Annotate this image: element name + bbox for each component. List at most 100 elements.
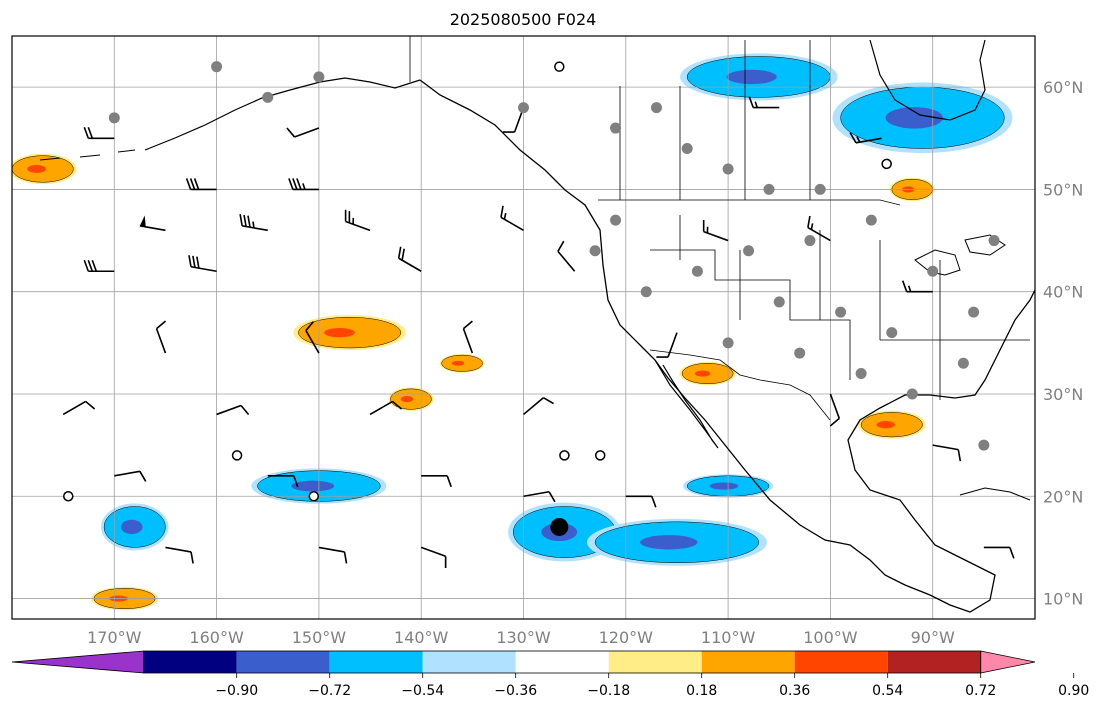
wind-barb xyxy=(305,321,320,354)
colorbar: −0.90 −0.72 −0.54 −0.36 −0.18 0.18 0.36 0.54 0.7… xyxy=(11,650,1089,699)
latitude-labels: 60°N 50°N 40°N 30°N 20°N 10°N xyxy=(1043,78,1083,608)
wind-barb xyxy=(62,400,96,416)
wind-barb xyxy=(983,546,1015,559)
wind-barb xyxy=(286,127,320,138)
colorbar-bin xyxy=(515,651,609,673)
storm-center-marker xyxy=(550,517,569,536)
coastline-cuba xyxy=(959,487,1031,501)
longitude-label: 120°W xyxy=(599,628,654,647)
wind-barb xyxy=(462,320,474,354)
latitude-label: 40°N xyxy=(1043,283,1083,302)
longitude-label: 140°W xyxy=(394,628,449,647)
colorbar-bin xyxy=(422,651,516,673)
wind-barb xyxy=(500,205,524,232)
station-dot xyxy=(773,296,785,308)
wind-barb xyxy=(748,96,780,109)
station-dot xyxy=(743,245,755,257)
station-dot xyxy=(865,214,877,226)
colorbar-tick-label: 0.36 xyxy=(779,683,810,699)
station-dot xyxy=(681,143,693,155)
colorbar-tick-label: 0.18 xyxy=(686,683,717,699)
longitude-label: 110°W xyxy=(701,628,756,647)
latitude-label: 30°N xyxy=(1043,385,1083,404)
colorbar-tick-label: 0.54 xyxy=(872,683,903,699)
station-dot xyxy=(906,388,918,400)
station-dot xyxy=(640,286,652,298)
wind-barb xyxy=(932,444,962,462)
strong-negative-anomaly-area xyxy=(726,69,777,85)
wind-barb xyxy=(239,214,268,232)
longitude-label: 90°W xyxy=(911,628,955,647)
station-dot xyxy=(968,306,980,318)
station-dot xyxy=(722,337,734,349)
station-dot xyxy=(108,112,120,124)
longitude-label: 170°W xyxy=(87,628,142,647)
station-dot xyxy=(988,235,1000,247)
colorbar-bin xyxy=(887,651,981,673)
map-frame xyxy=(11,35,1036,620)
stations-layer xyxy=(63,61,1000,536)
wind-barbs-layer xyxy=(62,96,1015,569)
wind-barb xyxy=(216,404,250,416)
colorbar-tick-label: −0.90 xyxy=(215,683,258,699)
colorbar-bin xyxy=(608,651,702,673)
coastline-baja-california xyxy=(654,359,719,449)
wind-barb xyxy=(625,495,657,508)
station-dot xyxy=(794,347,806,359)
colorbar-bin xyxy=(236,651,330,673)
map-title: 2025080500 F024 xyxy=(450,10,597,29)
strong-positive-anomaly-area xyxy=(27,164,46,173)
station-dot xyxy=(835,306,847,318)
station-dot xyxy=(927,265,939,277)
wind-barb xyxy=(114,470,147,482)
longitude-label: 130°W xyxy=(496,628,551,647)
longitude-labels: 170°W 160°W 150°W 140°W 130°W 120°W 110°W 100°W… xyxy=(87,628,955,647)
calm-wind-circle xyxy=(594,450,606,461)
colorbar-frame xyxy=(143,650,982,674)
wind-barb xyxy=(83,259,115,273)
wind-barb xyxy=(420,546,447,569)
strong-positive-anomaly-area xyxy=(876,420,895,429)
station-dot xyxy=(650,102,662,114)
strong-negative-anomaly-area xyxy=(885,107,943,129)
calm-wind-circle xyxy=(231,450,243,461)
wind-barb xyxy=(901,280,933,293)
station-dot xyxy=(722,163,734,175)
wind-barb xyxy=(849,132,882,144)
wind-barb xyxy=(288,178,319,191)
station-dot xyxy=(518,102,529,114)
strong-positive-anomaly-area xyxy=(400,396,414,403)
colorbar-extend-high xyxy=(980,650,1036,674)
wind-barb xyxy=(522,397,554,416)
latitude-label: 60°N xyxy=(1043,78,1083,97)
graticule xyxy=(12,36,1035,619)
station-dot xyxy=(262,91,274,103)
colorbar-bin xyxy=(794,651,888,673)
colorbar-tick-label: −0.54 xyxy=(401,683,444,699)
wind-barb xyxy=(523,490,556,503)
station-dot xyxy=(610,214,622,226)
strong-positive-anomaly-area xyxy=(694,370,711,377)
station-dot xyxy=(589,245,601,257)
coastline-aleutians xyxy=(39,149,136,161)
calm-wind-circle xyxy=(881,158,892,170)
wind-barb xyxy=(188,255,217,273)
strong-negative-anomaly-area xyxy=(291,480,335,492)
wind-barb xyxy=(344,209,371,232)
wind-barb xyxy=(267,475,299,488)
station-dot xyxy=(691,265,703,277)
political-borders xyxy=(409,36,1030,421)
wind-barb xyxy=(807,215,831,242)
calm-wind-circle xyxy=(308,491,320,502)
strong-positive-anomaly-area xyxy=(451,360,465,366)
colorbar-extend-low xyxy=(11,650,145,674)
wind-barb xyxy=(656,332,678,358)
latitude-label: 20°N xyxy=(1043,487,1083,506)
station-dot xyxy=(814,183,826,195)
calm-wind-circle xyxy=(559,450,570,461)
longitude-label: 160°W xyxy=(189,628,244,647)
colorbar-bin xyxy=(143,651,237,673)
colorbar-tick-label: −0.18 xyxy=(587,683,630,699)
coastline-north-america xyxy=(419,79,1035,613)
wind-barb xyxy=(369,400,403,416)
